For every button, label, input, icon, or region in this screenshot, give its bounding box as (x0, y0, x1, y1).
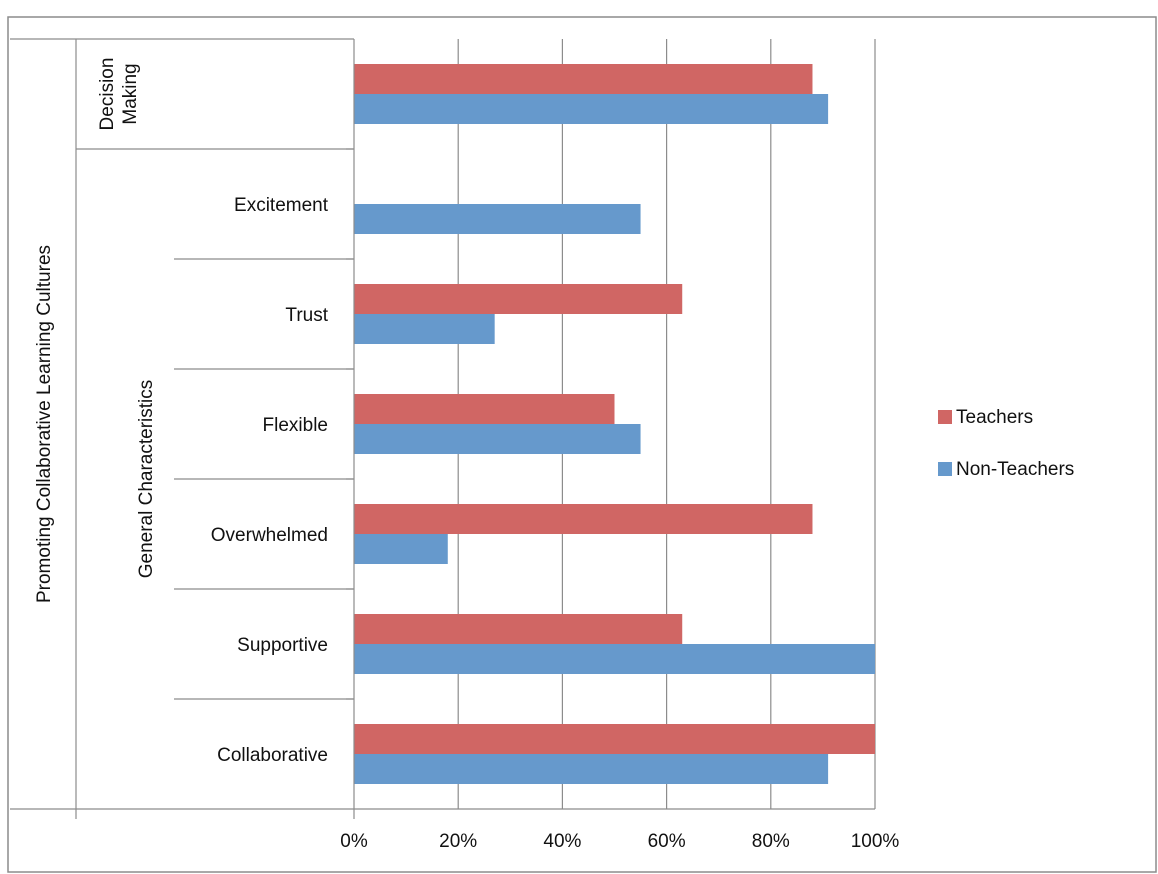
legend-swatch (938, 462, 952, 476)
bar-non-teachers (354, 94, 829, 124)
category-label: Collaborative (217, 745, 328, 766)
category-label: Supportive (237, 635, 328, 656)
bar-teachers (354, 614, 683, 644)
legend: Teachers Non-Teachers (938, 407, 1074, 480)
x-tick-label: 20% (439, 831, 477, 852)
bar-teachers (354, 64, 813, 94)
x-tick-label: 40% (543, 831, 581, 852)
bar-non-teachers (354, 534, 448, 564)
bar-teachers (354, 724, 875, 754)
legend-label: Teachers (956, 407, 1033, 428)
bar-non-teachers (354, 424, 641, 454)
bars (354, 64, 875, 784)
legend-swatch (938, 410, 952, 424)
labels: 0% 20% 40% 60% 80% 100% Collaborative Supportiv… (34, 58, 899, 852)
x-tick-label: 100% (851, 831, 900, 852)
x-tick-label: 0% (340, 831, 368, 852)
legend-label: Non-Teachers (956, 459, 1074, 480)
axes (10, 38, 875, 819)
x-tick-label: 60% (648, 831, 686, 852)
bar-teachers (354, 284, 683, 314)
outer-group-label: Promoting Collaborative Learning Culture… (34, 245, 55, 603)
bar-non-teachers (354, 314, 495, 344)
category-label: Trust (285, 305, 328, 326)
bar-non-teachers (354, 204, 641, 234)
bar-non-teachers (354, 644, 875, 674)
category-label: Overwhelmed (211, 525, 328, 546)
category-label: Flexible (263, 415, 328, 436)
bar-teachers (354, 394, 615, 424)
x-tick-label: 80% (752, 831, 790, 852)
category-label: Decision Making (97, 58, 141, 131)
bar-teachers (354, 504, 813, 534)
group-label: General Characteristics (136, 380, 157, 579)
category-label: Excitement (234, 195, 329, 216)
bar-non-teachers (354, 754, 829, 784)
